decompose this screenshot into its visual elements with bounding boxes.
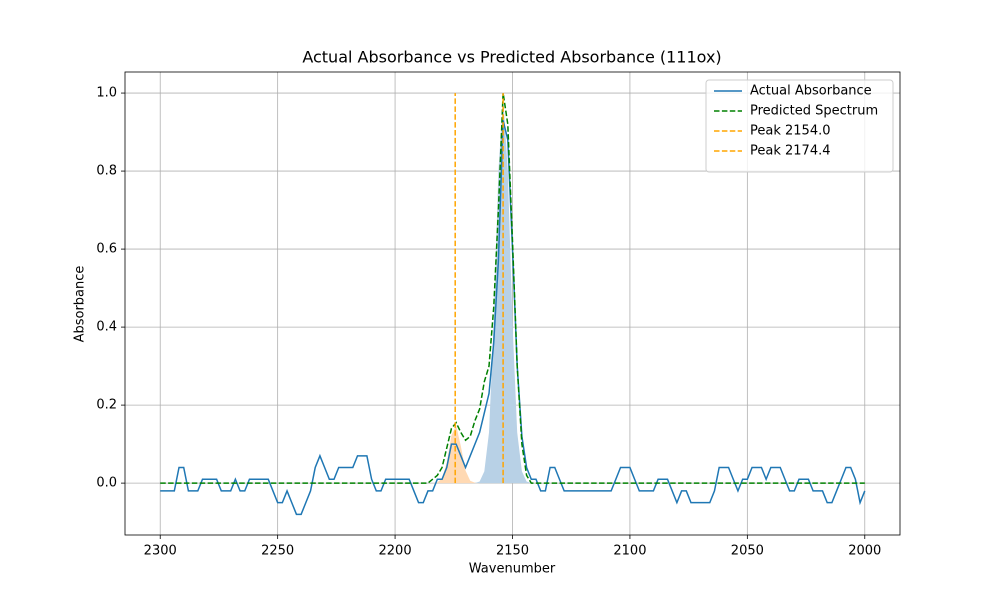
y-axis-label: Absorbance [73,266,88,343]
component-fill [432,425,480,484]
legend-label: Peak 2154.0 [750,124,831,139]
x-tick-label: 2200 [379,544,412,559]
y-tick-label: 0.4 [96,320,117,335]
legend-label: Peak 2174.4 [750,144,831,159]
y-tick-label: 0.6 [96,242,117,257]
x-axis-label: Wavenumber [469,562,556,577]
plot-frame [124,71,901,536]
y-tick-label: 0.0 [96,476,117,491]
legend-box [705,79,894,173]
x-tick-label: 2050 [731,544,764,559]
y-tick-label: 1.0 [96,86,117,101]
series-line [160,92,865,484]
legend-label: Predicted Spectrum [750,104,878,119]
y-tick-label: 0.2 [96,398,117,413]
y-tick-label: 0.8 [96,164,117,179]
x-tick-label: 2000 [848,544,881,559]
legend-label: Actual Absorbance [750,84,872,99]
chart-title: Actual Absorbance vs Predicted Absorbanc… [302,48,721,67]
x-tick-label: 2300 [144,544,177,559]
x-tick-label: 2100 [613,544,646,559]
x-tick-label: 2150 [496,544,529,559]
x-tick-label: 2250 [261,544,294,559]
